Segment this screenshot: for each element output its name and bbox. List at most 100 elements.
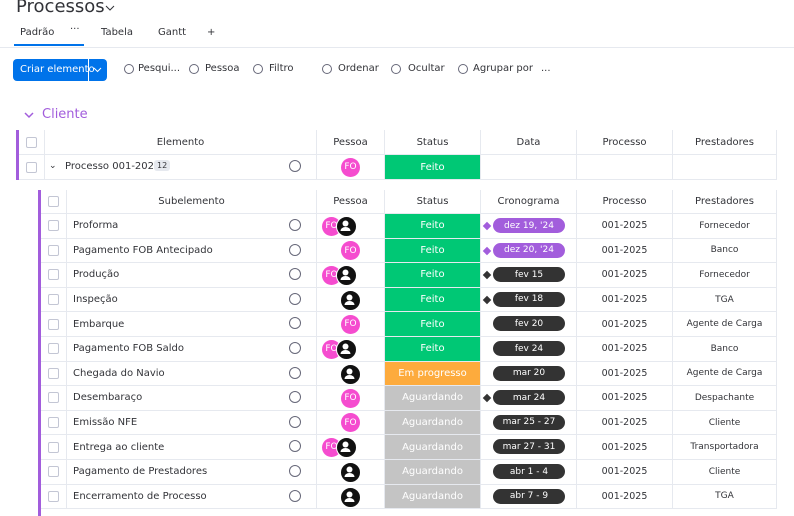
checkbox-cell — [41, 460, 67, 485]
person-cell: FO — [317, 337, 385, 362]
toolbar-item[interactable]: Ocultar — [408, 63, 445, 74]
create-button[interactable]: Criar elemento — [13, 59, 107, 81]
add-icon[interactable] — [289, 219, 301, 231]
subgroup-bar — [38, 190, 41, 516]
add-cell — [273, 410, 317, 436]
person-avatar — [340, 363, 361, 385]
tab[interactable]: Gantt — [158, 27, 187, 38]
add-cell — [273, 386, 317, 411]
checkbox[interactable] — [48, 466, 59, 478]
status-cell: Aguardando — [385, 484, 481, 510]
add-cell — [273, 214, 317, 239]
toolbar-item[interactable]: ... — [541, 63, 551, 74]
timeline-pill: dez 19, '24 — [493, 218, 565, 233]
add-icon[interactable] — [289, 292, 301, 305]
title-chevron[interactable] — [105, 4, 115, 12]
add-cell — [273, 337, 317, 362]
tab[interactable]: + — [207, 27, 216, 38]
add-icon[interactable] — [289, 366, 301, 379]
toolbar-item[interactable]: Agrupar por — [473, 63, 533, 74]
expand-chevron[interactable]: ⌄ — [49, 161, 57, 171]
avatar-icon — [344, 491, 355, 502]
add-icon[interactable] — [289, 440, 301, 453]
status-cell: Feito — [385, 312, 481, 337]
checkbox[interactable] — [48, 220, 59, 232]
avatar-icon — [344, 368, 355, 379]
avatar-icon — [340, 269, 351, 281]
column-header: Prestadores — [673, 130, 777, 155]
checkbox[interactable] — [48, 294, 59, 306]
toolbar-item[interactable]: Ordenar — [338, 63, 379, 74]
column-header: Elemento — [45, 130, 317, 155]
provider-cell: Transportadora — [673, 435, 777, 460]
checkbox[interactable] — [48, 392, 59, 404]
add-icon[interactable] — [289, 160, 301, 172]
add-cell — [273, 287, 317, 313]
checkbox-cell — [41, 410, 67, 436]
timeline-pill: fev 24 — [493, 341, 565, 356]
checkbox[interactable] — [26, 136, 37, 148]
add-icon[interactable] — [289, 489, 301, 502]
person-avatar — [336, 339, 357, 360]
tab[interactable]: Tabela — [101, 27, 133, 38]
checkbox[interactable] — [48, 244, 59, 256]
process-cell: 001-2025 — [577, 484, 673, 510]
checkbox[interactable] — [48, 417, 59, 429]
group-chevron[interactable] — [24, 111, 34, 119]
subitem-name: Embarque — [67, 312, 273, 337]
timeline-cell: dez 19, '24 — [481, 214, 577, 239]
toolbar-item[interactable]: Pesqui... — [138, 63, 181, 74]
process-cell: 001-2025 — [577, 263, 673, 288]
add-icon[interactable] — [289, 415, 301, 428]
add-icon[interactable] — [289, 317, 301, 330]
add-cell — [273, 263, 317, 288]
person-avatar — [340, 462, 361, 483]
subitem-name: Produção — [67, 263, 273, 288]
add-icon[interactable] — [289, 268, 301, 281]
checkbox[interactable] — [48, 318, 59, 330]
person-cell: FO — [317, 155, 385, 180]
checkbox[interactable] — [26, 161, 37, 173]
checkbox[interactable] — [48, 490, 59, 502]
status-cell: Aguardando — [385, 410, 481, 436]
status-cell: Feito — [385, 337, 481, 362]
subitem-name: Desembaraço — [67, 386, 273, 411]
provider-cell: TGA — [673, 287, 777, 313]
checkbox-cell — [41, 287, 67, 313]
toolbar-icon — [322, 64, 332, 74]
column-header: Pessoa — [317, 190, 385, 214]
provider-cell: Cliente — [673, 410, 777, 436]
avatar-icon — [344, 466, 355, 477]
toolbar-item[interactable]: Pessoa — [205, 63, 240, 74]
add-cell — [273, 484, 317, 510]
tab[interactable]: Padrão — [20, 27, 55, 38]
add-cell — [273, 312, 317, 337]
column-header: Pessoa — [317, 130, 385, 155]
person-cell — [317, 460, 385, 485]
process-cell: 001-2025 — [577, 460, 673, 485]
add-cell — [273, 238, 317, 264]
timeline-cell: dez 20, '24 — [481, 238, 577, 264]
checkbox[interactable] — [48, 441, 59, 453]
timeline-cell: fev 24 — [481, 337, 577, 362]
process-cell: 001-2025 — [577, 435, 673, 460]
column-header: Data — [481, 130, 577, 155]
item-name-cell: ⌄ Processo 001-2025 12 — [45, 155, 273, 180]
tab-more[interactable]: ··· — [70, 24, 80, 35]
checkbox[interactable] — [48, 269, 59, 281]
page-title: Processos — [16, 0, 105, 17]
subitem-count: 12 — [154, 160, 171, 171]
checkbox[interactable] — [48, 343, 59, 355]
checkbox[interactable] — [48, 196, 59, 207]
add-icon[interactable] — [289, 342, 301, 354]
process-cell: 001-2025 — [577, 287, 673, 313]
avatar-icon — [340, 220, 351, 231]
add-icon[interactable] — [289, 465, 301, 477]
subitem-name: Proforma — [67, 214, 273, 239]
person-cell: FO — [317, 238, 385, 264]
add-icon[interactable] — [289, 243, 301, 256]
checkbox[interactable] — [48, 367, 59, 379]
add-icon[interactable] — [289, 391, 301, 404]
checkbox-cell — [19, 130, 45, 155]
toolbar-item[interactable]: Filtro — [269, 63, 294, 74]
